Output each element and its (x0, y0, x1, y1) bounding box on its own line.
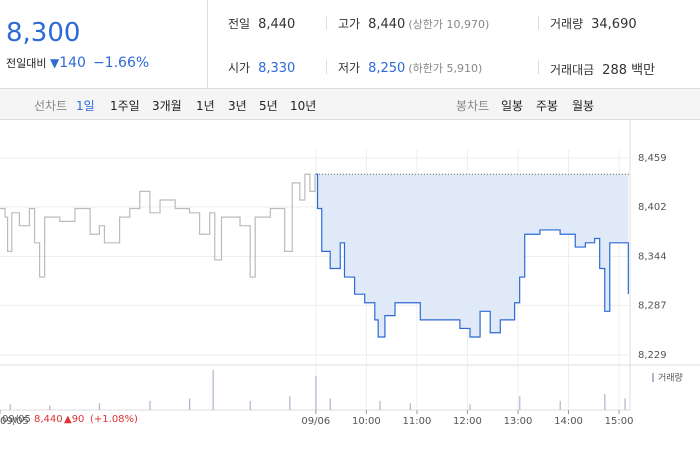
stat-value: 8,440 (258, 17, 296, 32)
volume-bar (379, 400, 381, 410)
x-tick-label: 09/05 (0, 416, 29, 427)
tab[interactable]: 5년 (259, 99, 278, 113)
stat-label: 전일 (228, 17, 251, 31)
tab-group-label: 선차트 (34, 99, 68, 113)
volume-bar (49, 405, 51, 410)
stat-label: 거래대금 (550, 63, 595, 77)
quote-header: 8,300 전일대비 ▼140 −1.66% 전일 8,440 고가 8,440 (상한… (0, 0, 700, 89)
footer-date: 09/05 (2, 414, 31, 425)
volume-bar (604, 394, 606, 410)
stat: 시가 8,330 (228, 59, 295, 76)
tab[interactable]: 3년 (228, 99, 247, 113)
stat-value: 8,440 (368, 17, 406, 32)
y-tick-label: 8,459 (638, 153, 667, 164)
volume-bar (624, 398, 626, 410)
separator (538, 16, 539, 30)
y-tick-label: 8,344 (638, 252, 667, 263)
stat: 거래량 34,690 (550, 15, 637, 32)
volume-bar (289, 396, 291, 410)
volume-bar (469, 404, 471, 410)
volume-bar (98, 403, 101, 410)
y-tick-label: 8,402 (638, 202, 667, 213)
volume-bar (189, 398, 191, 410)
footer-price: 8,440 (34, 414, 63, 425)
legend-swatch (652, 373, 654, 382)
tab[interactable]: 10년 (290, 99, 317, 113)
change: 전일대비 ▼140 −1.66% (6, 55, 150, 71)
tab[interactable]: 1주일 (110, 99, 140, 113)
footer-change: ▲90 (64, 414, 85, 425)
x-tick-label: 13:00 (504, 416, 533, 427)
legend-label: 거래량 (658, 372, 683, 384)
tab[interactable]: 1일 (76, 99, 95, 113)
separator (326, 16, 327, 30)
volume-bar (409, 403, 411, 410)
volume-bar (559, 400, 561, 410)
tab[interactable]: 일봉 (501, 99, 524, 113)
tab[interactable]: 1년 (196, 99, 215, 113)
change-label: 전일대비 (6, 57, 47, 70)
volume-bar (519, 396, 521, 410)
tab-bar: 선차트 1일 1주일 3개월 1년 3년 5년 10년 봉차트 일봉 주봉 월봉 (0, 89, 700, 120)
volume-bar (9, 404, 11, 410)
tab[interactable]: 월봉 (572, 99, 595, 113)
x-tick-label: 14:00 (554, 416, 583, 427)
stat-label: 고가 (338, 17, 361, 31)
x-tick-label: 10:00 (352, 416, 381, 427)
tab-group-label: 봉차트 (456, 99, 490, 113)
stat-note: (하한가 5,910) (408, 62, 483, 75)
price-line (0, 173, 316, 278)
stat: 거래대금 288 백만 (550, 59, 655, 78)
price-line (315, 173, 629, 338)
stat-note: (상한가 10,970) (408, 18, 490, 31)
stat-value: 8,330 (258, 61, 296, 76)
separator (326, 60, 327, 74)
area (315, 174, 629, 338)
volume-bar (315, 375, 317, 410)
x-tick-label: 09/06 (301, 416, 330, 427)
x-tick-label: 12:00 (453, 416, 482, 427)
stat-value: 288 백만 (602, 63, 656, 78)
volume-bar (212, 370, 214, 410)
stat: 전일 8,440 (228, 15, 295, 32)
footer-change-pct: (+1.08%) (90, 414, 138, 425)
stat-value: 34,690 (591, 17, 637, 32)
y-tick-label: 8,287 (638, 300, 667, 311)
stat: 고가 8,440 (상한가 10,970) (338, 15, 489, 32)
volume-bar (249, 400, 251, 410)
stat-value: 8,250 (368, 61, 406, 76)
separator (538, 60, 539, 74)
price-box: 8,300 전일대비 ▼140 −1.66% (0, 0, 208, 88)
stat: 저가 8,250 (하한가 5,910) (338, 59, 482, 76)
x-tick-label: 11:00 (402, 416, 431, 427)
x-tick-label: 15:00 (605, 416, 634, 427)
tab[interactable]: 3개월 (152, 99, 182, 113)
price: 8,300 (6, 18, 81, 48)
stat-label: 저가 (338, 61, 361, 75)
stat-label: 시가 (228, 61, 251, 75)
change-pct: −1.66% (92, 55, 150, 71)
volume-bar (149, 400, 151, 410)
volume-bar (329, 398, 331, 410)
change-value: 140 (59, 55, 86, 71)
stat-label: 거래량 (550, 17, 584, 31)
y-tick-label: 8,229 (638, 350, 667, 361)
tab[interactable]: 주봉 (536, 99, 559, 113)
